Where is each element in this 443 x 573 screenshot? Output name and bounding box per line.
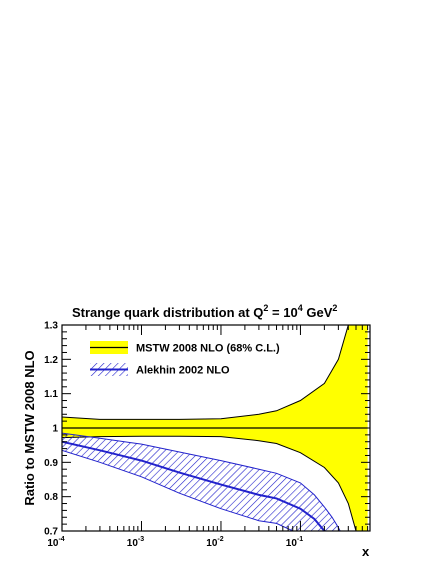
alekhin-central-line <box>62 440 326 531</box>
legend: MSTW 2008 NLO (68% C.L.) Alekhin 2002 NL… <box>90 341 280 377</box>
y-tick-label: 1.3 <box>44 321 58 332</box>
y-tick-label: 0.7 <box>44 527 58 538</box>
y-axis-label: Ratio to MSTW 2008 NLO <box>22 350 37 505</box>
axes: 0.7 0.8 0.9 1 1.1 1.2 1.3 10-4 10-3 10-2 10-1 <box>44 321 370 549</box>
alekhin-upper-line <box>62 432 341 531</box>
alekhin-band <box>62 433 341 531</box>
y-tick-label: 1 <box>52 424 58 435</box>
y-tick-label: 0.9 <box>44 458 58 469</box>
chart-title-sup2: 4 <box>298 303 303 313</box>
legend-label-alekhin: Alekhin 2002 NLO <box>136 365 230 377</box>
chart-title-mid: = 10 <box>268 305 297 320</box>
x-tick-label: 10-2 <box>206 536 223 549</box>
chart-title: Strange quark distribution at Q2 = 104 G… <box>72 303 337 320</box>
chart-title-main: Strange quark distribution at Q <box>72 305 263 320</box>
y-tick-label: 1.1 <box>44 389 58 400</box>
y-tick-label: 0.8 <box>44 492 58 503</box>
x-tick-label: 10-4 <box>47 536 64 549</box>
mstw-lower-line <box>62 435 368 531</box>
mstw-upper-line <box>62 325 349 420</box>
x-tick-label: 10-1 <box>286 536 303 549</box>
x-axis-label: x <box>362 544 370 559</box>
x-tick-label: 10-3 <box>127 536 144 549</box>
plot-area <box>62 325 368 531</box>
chart-title-sup1: 2 <box>263 303 268 313</box>
alekhin-lower-line <box>62 449 295 531</box>
legend-label-mstw: MSTW 2008 NLO (68% C.L.) <box>136 343 280 355</box>
chart-title-unit: GeV <box>303 305 333 320</box>
chart-title-sup3: 2 <box>332 303 337 313</box>
y-tick-label: 1.2 <box>44 355 58 366</box>
